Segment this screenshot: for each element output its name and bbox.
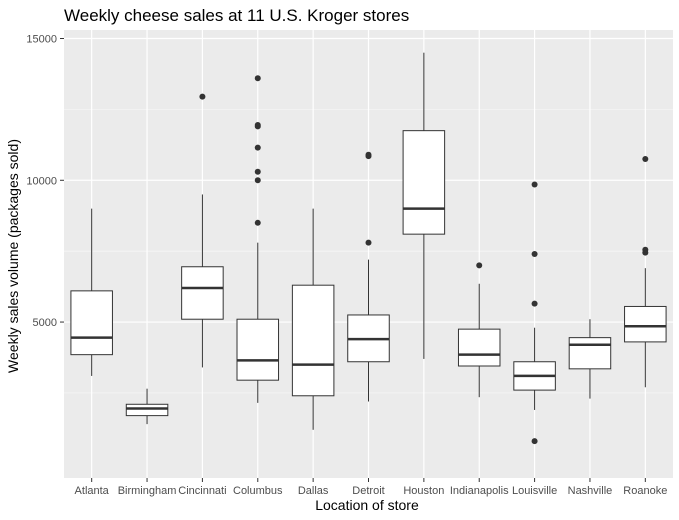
box-atlanta	[70, 208, 113, 376]
x-tick-label: Columbus	[233, 485, 283, 497]
box-louisville	[513, 181, 556, 445]
x-tick-label: Dallas	[298, 485, 329, 497]
x-tick-label: Atlanta	[75, 485, 110, 497]
outlier-point	[476, 262, 483, 269]
box-columbus	[236, 75, 280, 403]
x-tick-label: Cincinnati	[178, 485, 226, 497]
x-tick-label: Roanoke	[623, 485, 667, 497]
y-tick-label: 15000	[26, 34, 57, 46]
outlier-point	[199, 93, 206, 100]
box-iqr	[402, 130, 446, 235]
box-iqr	[624, 305, 667, 343]
y-axis: 5000 10000 15000	[26, 34, 64, 329]
outlier-point	[254, 144, 261, 151]
y-tick-label: 10000	[26, 175, 57, 187]
outlier-point	[531, 300, 538, 307]
outlier-point	[254, 168, 261, 175]
outlier-point	[254, 177, 261, 184]
box-iqr	[70, 290, 113, 356]
outlier-point	[642, 246, 649, 253]
y-tick-label: 5000	[33, 317, 57, 329]
box-iqr	[291, 284, 335, 397]
x-tick-label: Houston	[403, 485, 444, 497]
box-iqr	[181, 266, 224, 320]
boxes-layer	[70, 52, 667, 445]
x-tick-label: Louisville	[512, 485, 557, 497]
box-birmingham	[125, 388, 169, 425]
box-houston	[402, 52, 446, 359]
box-iqr	[236, 318, 280, 381]
outlier-point	[254, 75, 261, 82]
outlier-point	[254, 219, 261, 226]
outlier-point	[531, 438, 538, 445]
box-iqr	[125, 403, 169, 417]
outlier-point	[531, 251, 538, 257]
outlier-point	[365, 151, 372, 158]
outlier-point	[642, 156, 649, 163]
box-detroit	[347, 151, 390, 402]
box-cincinnati	[181, 93, 224, 368]
box-iqr	[568, 337, 612, 370]
chart-title: Weekly cheese sales at 11 U.S. Kroger st…	[64, 6, 409, 25]
outlier-point	[531, 181, 538, 188]
box-roanoke	[624, 156, 667, 388]
box-dallas	[291, 208, 335, 430]
x-axis: Atlanta Birmingham Cincinnati Columbus Dalla…	[75, 478, 667, 497]
box-iqr	[457, 328, 501, 367]
outlier-point	[254, 121, 261, 128]
x-tick-label: Detroit	[352, 485, 384, 497]
box-indianapolis	[457, 262, 501, 398]
x-tick-label: Nashville	[568, 485, 613, 497]
x-axis-title: Location of store	[315, 497, 419, 513]
x-tick-label: Birmingham	[118, 485, 177, 497]
outlier-point	[365, 239, 372, 246]
box-nashville	[568, 319, 612, 399]
x-tick-label: Indianapolis	[450, 485, 509, 497]
y-axis-title: Weekly sales volume (packages sold)	[5, 139, 21, 373]
